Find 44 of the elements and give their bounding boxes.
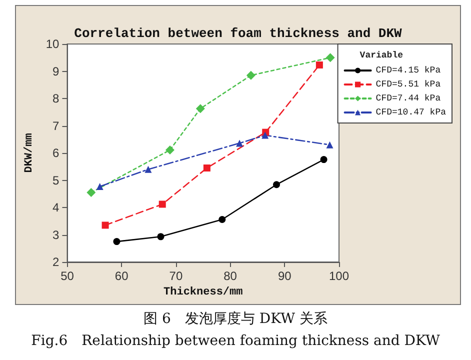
chart-title: Correlation between foam thickness and DKW bbox=[74, 26, 402, 41]
point bbox=[158, 200, 166, 208]
point bbox=[316, 61, 323, 68]
point bbox=[144, 166, 152, 173]
point bbox=[326, 53, 335, 62]
y-axis-title: DKW/mm bbox=[24, 132, 36, 173]
caption: Fig.6 Relationship between foaming thickness and DKW bbox=[30, 332, 441, 351]
y-tick-label: 3 bbox=[52, 228, 60, 242]
legend-label: CFD=4.15 kPa bbox=[376, 66, 442, 76]
y-tick-label: 4 bbox=[52, 200, 60, 214]
y-tick-label: 5 bbox=[52, 173, 60, 188]
point bbox=[218, 216, 226, 223]
x-tick-label: 80 bbox=[224, 269, 238, 283]
point bbox=[113, 238, 120, 246]
y-tick-label: 6 bbox=[52, 146, 60, 160]
x-tick-label: 60 bbox=[114, 269, 129, 283]
point bbox=[326, 141, 334, 148]
legend-label: CFD=10.47 kPa bbox=[376, 108, 447, 118]
point bbox=[262, 132, 269, 139]
point bbox=[236, 140, 244, 147]
y-tick-label: 9 bbox=[52, 64, 60, 78]
legend-label: CFD=7.44 kPa bbox=[376, 94, 442, 104]
point bbox=[96, 183, 104, 190]
point bbox=[86, 188, 96, 198]
point bbox=[246, 70, 256, 80]
y-tick-label: 10 bbox=[46, 37, 60, 51]
x-tick-label: 50 bbox=[60, 269, 74, 283]
point bbox=[102, 222, 109, 229]
legend-label: CFD=5.51 kPa bbox=[376, 80, 442, 90]
y-tick-label: 7 bbox=[52, 118, 60, 133]
point bbox=[165, 146, 174, 155]
point bbox=[196, 104, 205, 114]
x-tick-label: 90 bbox=[278, 269, 292, 283]
y-tick-label: 8 bbox=[52, 92, 60, 106]
x-axis-title: Thickness/mm bbox=[164, 286, 244, 298]
x-tick-label: 70 bbox=[169, 269, 183, 283]
caption: 图 6 发泡厚度与 DKW 关系 bbox=[142, 310, 328, 329]
x-tick-label: 100 bbox=[328, 269, 350, 283]
point bbox=[320, 156, 328, 164]
point bbox=[273, 181, 280, 188]
y-tick-label: 2 bbox=[52, 255, 60, 269]
legend-title: Variable bbox=[360, 50, 404, 60]
point bbox=[157, 233, 164, 240]
point bbox=[203, 164, 210, 172]
